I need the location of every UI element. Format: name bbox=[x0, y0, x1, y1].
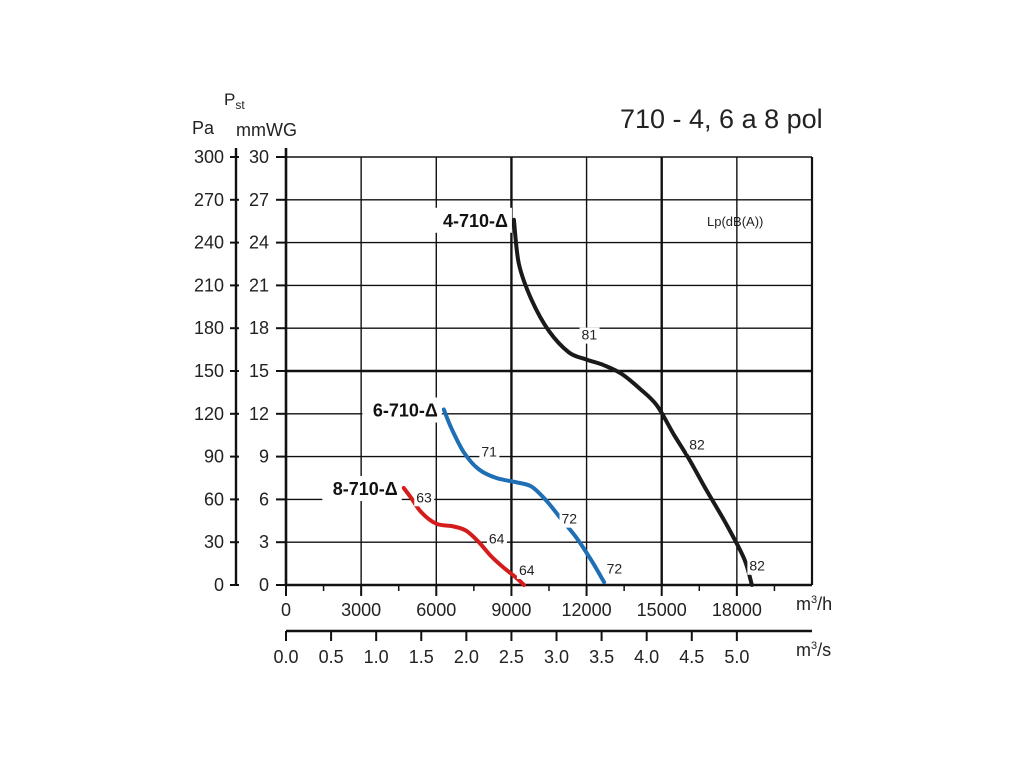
noise-label: 81 bbox=[582, 327, 598, 343]
y-tick-label-pa: 270 bbox=[194, 190, 224, 210]
x-tick-label-h: 18000 bbox=[712, 600, 762, 620]
noise-label-bg bbox=[747, 558, 768, 575]
x-tick-label-s: 3.5 bbox=[589, 647, 614, 667]
y-tick-label-mmwg: 15 bbox=[249, 361, 269, 381]
pressure-symbol: P bbox=[224, 90, 236, 109]
y-tick-label-pa: 30 bbox=[204, 532, 224, 552]
x-tick-label-h: 9000 bbox=[491, 600, 531, 620]
y-tick-label-mmwg: 18 bbox=[249, 318, 269, 338]
y-tick-label-mmwg: 3 bbox=[259, 532, 269, 552]
unit-sup: 3 bbox=[811, 594, 818, 606]
y-tick-label-pa: 60 bbox=[204, 489, 224, 509]
y-tick-label-mmwg: 24 bbox=[249, 233, 269, 253]
x-tick-label-h: 12000 bbox=[562, 600, 612, 620]
noise-label-bg bbox=[414, 490, 435, 507]
y-tick-label-pa: 300 bbox=[194, 147, 224, 167]
x-tick-label-h: 15000 bbox=[637, 600, 687, 620]
noise-label-bg bbox=[486, 531, 507, 548]
noise-label: 64 bbox=[519, 562, 535, 578]
y-tick-label-pa: 0 bbox=[214, 575, 224, 595]
grid-layer bbox=[285, 156, 814, 586]
y-tick-label-mmwg: 0 bbox=[259, 575, 269, 595]
y-axis-pa-label: Pa bbox=[192, 118, 215, 138]
noise-label: 64 bbox=[489, 531, 505, 547]
unit-suffix: /h bbox=[817, 594, 833, 614]
series-curve bbox=[401, 486, 526, 587]
y-tick-label-pa: 120 bbox=[194, 404, 224, 424]
x-tick-label-s: 1.5 bbox=[409, 647, 434, 667]
x-tick-label-s: 5.0 bbox=[724, 647, 749, 667]
x-tick-label-s: 1.0 bbox=[364, 647, 389, 667]
series-label-bg bbox=[362, 397, 442, 423]
unit-sup: 3 bbox=[811, 640, 818, 652]
noise-label-bg bbox=[479, 444, 500, 461]
x-tick-label-s: 0.5 bbox=[319, 647, 344, 667]
y-axis-mmwg-label: mmWG bbox=[236, 120, 297, 140]
y-tick-label-pa: 210 bbox=[194, 275, 224, 295]
noise-label: 82 bbox=[689, 436, 705, 452]
x-axis-unit-hour: m3/h bbox=[796, 594, 832, 615]
noise-label-bg bbox=[687, 437, 708, 454]
series-label-bg bbox=[432, 207, 512, 233]
noise-label: 72 bbox=[562, 511, 578, 527]
pressure-subscript: st bbox=[235, 98, 245, 112]
y-tick-label-pa: 240 bbox=[194, 233, 224, 253]
y-tick-label-mmwg: 27 bbox=[249, 190, 269, 210]
axis-layer bbox=[230, 148, 812, 641]
x-tick-label-h: 3000 bbox=[341, 600, 381, 620]
series-label-bg bbox=[322, 475, 402, 501]
y-tick-label-pa: 180 bbox=[194, 318, 224, 338]
noise-label: 71 bbox=[481, 444, 497, 460]
x-tick-label-h: 6000 bbox=[416, 600, 456, 620]
series-label: 8-710-Δ bbox=[333, 479, 398, 499]
chart-title: 710 - 4, 6 a 8 pol bbox=[620, 104, 823, 134]
noise-label: 63 bbox=[416, 489, 432, 505]
noise-level-label: Lp(dB(A)) bbox=[707, 214, 764, 229]
unit-base: m bbox=[796, 640, 811, 660]
noise-label-bg bbox=[579, 327, 600, 344]
y-tick-label-mmwg: 9 bbox=[259, 447, 269, 467]
y-tick-label-mmwg: 21 bbox=[249, 275, 269, 295]
y-tick-label-mmwg: 6 bbox=[259, 489, 269, 509]
x-tick-label-s: 4.5 bbox=[679, 647, 704, 667]
y-tick-label-pa: 90 bbox=[204, 447, 224, 467]
y-tick-label-mmwg: 12 bbox=[249, 404, 269, 424]
x-tick-label-s: 3.0 bbox=[544, 647, 569, 667]
pressure-axis-symbol: Pst bbox=[224, 90, 245, 112]
series-label: 4-710-Δ bbox=[443, 211, 508, 231]
x-axis-unit-second: m3/s bbox=[796, 640, 831, 661]
x-tick-label-s: 0.0 bbox=[273, 647, 298, 667]
noise-label-bg bbox=[516, 563, 537, 580]
curve-layer bbox=[401, 217, 754, 587]
series-label: 6-710-Δ bbox=[373, 401, 438, 421]
series-curve bbox=[511, 217, 754, 587]
label-layer: 3030027270242402121018180151501212099066… bbox=[194, 147, 768, 667]
unit-base: m bbox=[796, 594, 811, 614]
y-tick-label-mmwg: 30 bbox=[249, 147, 269, 167]
noise-label: 72 bbox=[607, 561, 623, 577]
x-tick-label-s: 4.0 bbox=[634, 647, 659, 667]
y-tick-label-pa: 150 bbox=[194, 361, 224, 381]
noise-label-bg bbox=[559, 511, 580, 528]
x-tick-label-s: 2.0 bbox=[454, 647, 479, 667]
x-tick-label-h: 0 bbox=[281, 600, 291, 620]
unit-suffix: /s bbox=[817, 640, 832, 660]
noise-label: 82 bbox=[749, 558, 765, 574]
x-tick-label-s: 2.5 bbox=[499, 647, 524, 667]
series-curve bbox=[441, 407, 607, 585]
noise-label-bg bbox=[604, 561, 625, 578]
